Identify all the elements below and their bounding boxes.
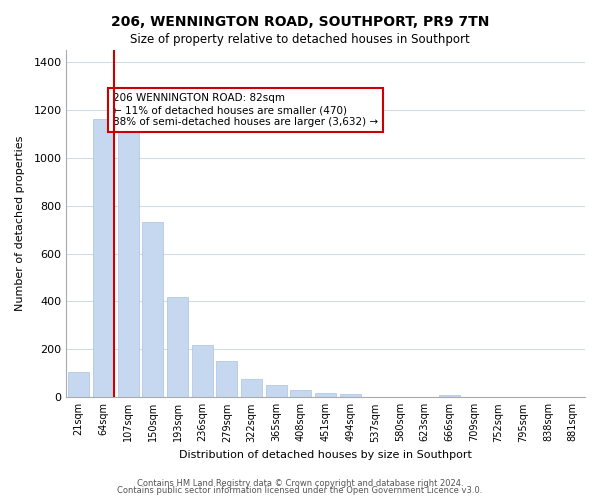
Text: Contains HM Land Registry data © Crown copyright and database right 2024.: Contains HM Land Registry data © Crown c… xyxy=(137,478,463,488)
Bar xyxy=(68,372,89,398)
Bar xyxy=(439,395,460,398)
X-axis label: Distribution of detached houses by size in Southport: Distribution of detached houses by size … xyxy=(179,450,472,460)
Bar xyxy=(191,344,212,398)
Bar xyxy=(167,296,188,398)
Bar xyxy=(340,394,361,398)
Bar xyxy=(118,120,139,398)
Y-axis label: Number of detached properties: Number of detached properties xyxy=(15,136,25,312)
Bar xyxy=(217,362,238,398)
Bar xyxy=(315,392,336,398)
Bar xyxy=(266,386,287,398)
Text: Contains public sector information licensed under the Open Government Licence v3: Contains public sector information licen… xyxy=(118,486,482,495)
Text: 206, WENNINGTON ROAD, SOUTHPORT, PR9 7TN: 206, WENNINGTON ROAD, SOUTHPORT, PR9 7TN xyxy=(111,15,489,29)
Bar xyxy=(290,390,311,398)
Bar xyxy=(142,222,163,398)
Text: 206 WENNINGTON ROAD: 82sqm
← 11% of detached houses are smaller (470)
88% of sem: 206 WENNINGTON ROAD: 82sqm ← 11% of deta… xyxy=(113,94,378,126)
Bar xyxy=(93,120,114,398)
Bar xyxy=(241,380,262,398)
Text: Size of property relative to detached houses in Southport: Size of property relative to detached ho… xyxy=(130,32,470,46)
